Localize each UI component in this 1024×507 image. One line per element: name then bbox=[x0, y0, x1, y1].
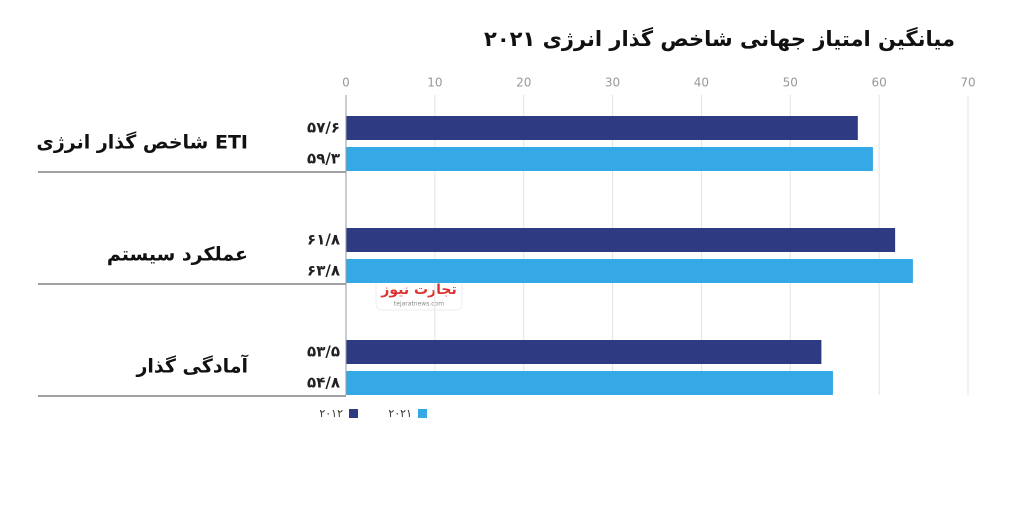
x-tick-label: 70 bbox=[960, 76, 975, 90]
x-tick-label: 60 bbox=[872, 76, 887, 90]
x-tick-label: 20 bbox=[516, 76, 531, 90]
value-label: ۶۳/۸ bbox=[307, 262, 340, 280]
bar bbox=[346, 116, 858, 140]
x-tick-label: 0 bbox=[342, 76, 350, 90]
chart-title: میانگین امتیاز جهانی شاخص گذار انرژی ۲۰۲… bbox=[484, 26, 955, 51]
x-tick-label: 40 bbox=[694, 76, 709, 90]
bar bbox=[346, 340, 822, 364]
x-tick-label: 30 bbox=[605, 76, 620, 90]
legend-label: ۲۰۲۱ bbox=[388, 407, 412, 420]
category-label: آمادگی گذار bbox=[135, 354, 248, 378]
legend-label: ۲۰۱۲ bbox=[319, 407, 343, 420]
legend-swatch bbox=[418, 409, 427, 418]
bar bbox=[346, 259, 913, 283]
value-label: ۵۴/۸ bbox=[307, 374, 340, 392]
value-label: ۵۹/۳ bbox=[307, 150, 340, 168]
bar bbox=[346, 228, 896, 252]
watermark: تجارت نیوز tejaratnews.com bbox=[375, 275, 463, 311]
bar bbox=[346, 371, 833, 395]
category-label: شاخص گذار انرژی ETI bbox=[36, 131, 248, 154]
value-label: ۵۷/۶ bbox=[307, 119, 340, 137]
value-label: ۶۱/۸ bbox=[307, 231, 340, 249]
bar bbox=[346, 147, 873, 171]
watermark-text: تجارت نیوز bbox=[380, 282, 456, 298]
watermark-url: tejaratnews.com bbox=[394, 301, 444, 308]
x-tick-label: 10 bbox=[427, 76, 442, 90]
x-tick-label: 50 bbox=[783, 76, 798, 90]
value-label: ۵۳/۵ bbox=[307, 343, 340, 361]
legend-swatch bbox=[349, 409, 358, 418]
category-label: عملکرد سیستم bbox=[107, 244, 248, 266]
